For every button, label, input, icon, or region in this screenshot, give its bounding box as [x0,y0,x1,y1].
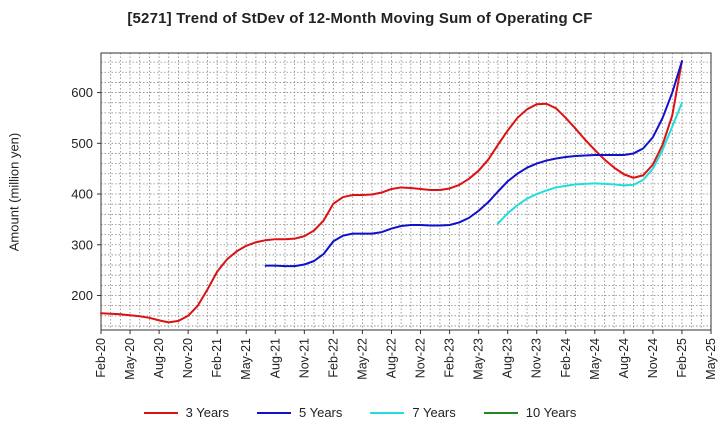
y-tick-label: 400 [71,187,93,202]
legend-item-7-years: 7 Years [370,405,456,420]
y-tick-label: 200 [71,288,93,303]
series-line-7-years [496,101,683,225]
x-tick-label: May-24 [588,338,602,380]
legend-item-3-years: 3 Years [143,405,229,420]
x-tick-label: Nov-23 [530,338,544,378]
legend-swatch-3-years [143,411,178,414]
x-tick-label: Nov-21 [297,338,311,378]
legend-label-5-years: 5 Years [299,405,343,420]
y-tick-label: 600 [71,85,93,100]
legend: 3 Years 5 Years 7 Years 10 Years [0,405,720,420]
chart-title: [5271] Trend of StDev of 12-Month Moving… [127,10,593,27]
x-tick-label: May-22 [355,338,369,380]
legend-swatch-5-years [257,411,291,414]
plot-frame [100,52,712,331]
x-tick-label: Aug-20 [152,338,166,378]
x-tick-label: Aug-22 [384,338,398,378]
x-tick-label: May-20 [123,338,137,380]
legend-swatch-7-years [370,411,405,414]
x-tick-label: Feb-23 [443,338,457,378]
x-tick-label: Aug-23 [501,338,515,378]
legend-swatch-10-years [483,411,518,414]
x-tick-label: Feb-20 [94,338,108,378]
x-tick-label: Feb-25 [675,338,689,378]
legend-item-5-years: 5 Years [257,405,342,420]
legend-label-3-years: 3 Years [185,405,229,420]
legend-label-7-years: 7 Years [412,405,456,420]
x-tick-label: Feb-24 [559,338,573,378]
x-tick-label: Aug-21 [268,338,282,378]
y-tick-label: 300 [71,237,93,252]
x-tick-label: May-21 [239,338,253,380]
x-tick-label: Aug-24 [617,338,631,378]
x-tick-label: Nov-24 [646,338,660,378]
x-tick-label: Nov-22 [414,338,428,378]
x-tick-label: Nov-20 [181,338,195,378]
plot-area [101,53,711,330]
y-tick-label: 500 [71,136,93,151]
x-tick-label: Feb-22 [326,338,340,378]
x-tick-label: May-23 [472,338,486,380]
x-tick-label: Feb-21 [210,338,224,378]
series-line-3-years [100,60,683,324]
legend-label-10-years: 10 Years [525,405,577,420]
legend-item-10-years: 10 Years [483,405,577,420]
x-tick-label: May-25 [704,338,718,380]
series-line-5-years [264,60,683,268]
